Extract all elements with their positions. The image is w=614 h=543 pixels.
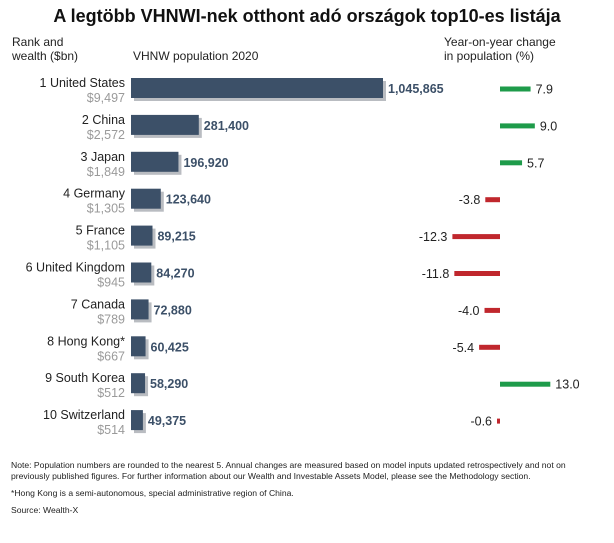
wealth-label: $1,105 (87, 239, 125, 253)
population-bar (131, 299, 149, 320)
population-value-label: 196,920 (183, 156, 228, 170)
change-value-label: 7.9 (536, 83, 553, 97)
wealth-label: $2,572 (87, 128, 125, 142)
population-bar (131, 410, 143, 431)
population-value-label: 58,290 (150, 377, 188, 391)
population-header: VHNW population 2020 (133, 49, 259, 63)
change-bar-negative (484, 307, 500, 313)
change-value-label: -5.4 (453, 341, 475, 355)
population-value-label: 123,640 (166, 193, 211, 207)
wealth-label: $789 (97, 312, 125, 326)
change-bar-negative (479, 344, 500, 350)
category-label: 2 China (82, 113, 125, 127)
population-value-label: 1,045,865 (388, 82, 444, 96)
methodology-note: Note: Population numbers are rounded to … (11, 460, 566, 481)
change-value-label: -11.8 (422, 267, 450, 281)
population-bar (131, 225, 153, 246)
change-value-label: 13.0 (555, 378, 579, 392)
wealth-label: $667 (97, 349, 125, 363)
category-label: 9 South Korea (45, 371, 125, 385)
category-label: 3 Japan (81, 150, 126, 164)
category-label: 7 Canada (71, 297, 125, 311)
category-label: 6 United Kingdom (26, 261, 125, 275)
change-bar-positive (500, 86, 531, 92)
wealth-label: $514 (97, 423, 125, 437)
population-value-label: 89,215 (157, 230, 195, 244)
change-value-label: -0.6 (470, 415, 492, 429)
population-value-label: 281,400 (204, 119, 249, 133)
wealth-label: $1,305 (87, 202, 125, 216)
change-value-label: -12.3 (419, 230, 448, 244)
change-bar-positive (500, 123, 535, 129)
chart-title: A legtöbb VHNWI-nek otthont adó országok… (53, 6, 561, 26)
category-label: 4 Germany (63, 187, 126, 201)
category-label: 5 France (76, 224, 125, 238)
notes-section: Note: Population numbers are rounded to … (11, 460, 603, 522)
population-bar (131, 262, 152, 283)
source-note: Source: Wealth-X (11, 505, 79, 515)
rank-wealth-header: Rank and wealth ($bn) (12, 35, 79, 63)
population-value-label: 72,880 (154, 303, 192, 317)
population-bar (131, 188, 161, 209)
wealth-label: $945 (97, 276, 125, 290)
population-value-label: 60,425 (151, 340, 189, 354)
wealth-label: $1,849 (87, 165, 125, 179)
change-bar-negative (454, 271, 500, 276)
change-value-label: -3.8 (459, 193, 481, 207)
change-bar-positive (500, 381, 551, 387)
chart-area: 1 United States$9,497 1,045,865 7.9 2 China… (26, 76, 580, 437)
population-bar (131, 151, 179, 172)
category-label: 1 United States (40, 76, 125, 90)
change-value-label: 5.7 (527, 156, 544, 170)
category-label: 8 Hong Kong* (47, 334, 125, 348)
hong-kong-footnote: *Hong Kong is a semi-autonomous, special… (11, 488, 294, 498)
change-bar-positive (500, 160, 523, 166)
change-bar-negative (485, 197, 500, 203)
change-bar-negative (452, 234, 500, 240)
population-bar (131, 373, 146, 394)
change-value-label: -4.0 (458, 304, 480, 318)
population-bar (131, 114, 199, 135)
change-header: Year-on-year change in population (%) (444, 35, 556, 63)
change-bar-negative (497, 418, 500, 424)
change-value-label: 9.0 (540, 119, 557, 133)
population-bar (131, 336, 146, 357)
population-bar (131, 78, 383, 98)
category-label: 10 Switzerland (43, 408, 125, 422)
wealth-label: $9,497 (87, 91, 125, 105)
population-value-label: 84,270 (156, 267, 194, 281)
wealth-label: $512 (97, 386, 125, 400)
population-value-label: 49,375 (148, 414, 186, 428)
